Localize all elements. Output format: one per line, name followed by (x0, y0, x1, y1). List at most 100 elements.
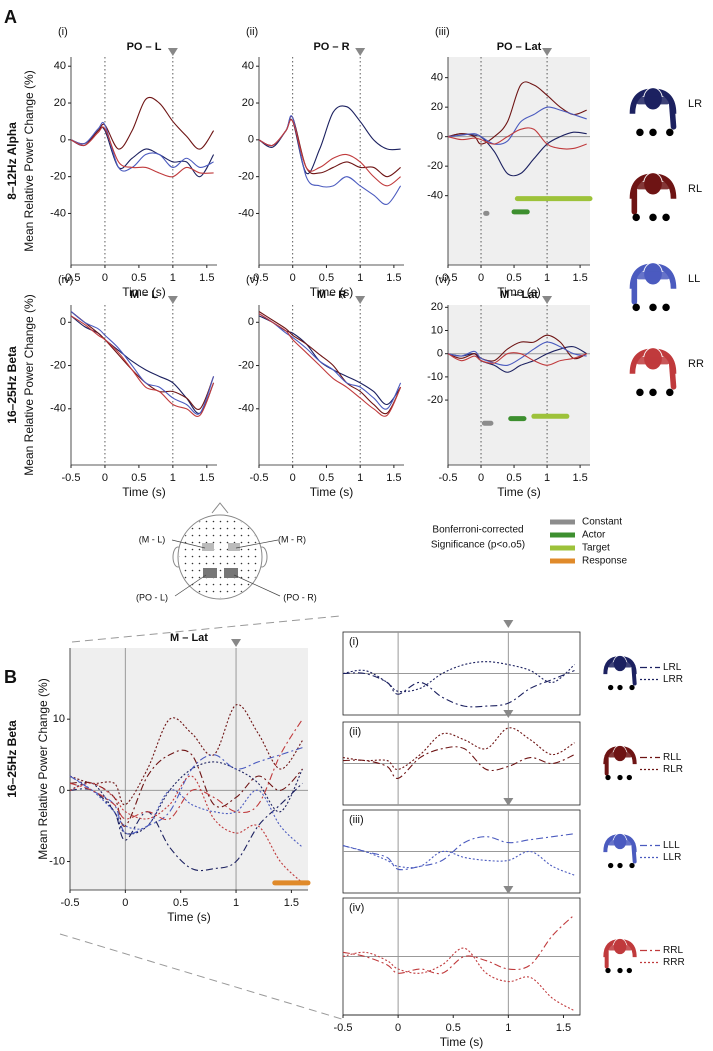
panel-label: (iii) (435, 26, 450, 38)
y-tick-label: 20 (54, 97, 66, 109)
x-axis-label: Time (s) (122, 485, 166, 499)
panel-label: (iv) (349, 902, 364, 914)
panel-title: M – L (130, 289, 158, 301)
legend-label: LRL (663, 662, 682, 673)
y-tick-label: 0 (437, 131, 443, 143)
y-axis-label: Mean Relative Power Change (%) (22, 70, 36, 251)
y-tick-label: 40 (242, 60, 254, 72)
row-label: 16–25Hz Beta (5, 346, 19, 424)
legend-label: RRL (663, 945, 683, 956)
y-tick-label: 0 (248, 316, 254, 328)
y-tick-label: -10 (427, 371, 443, 383)
legend-icon (632, 263, 673, 312)
significance-legend-title: Bonferroni-corrected (432, 525, 523, 536)
x-tick-label: 0 (290, 272, 296, 284)
event-marker (503, 798, 514, 806)
x-tick-label: -0.5 (250, 272, 269, 284)
panel-title: M – Lat (170, 632, 208, 644)
x-tick-label: 0 (290, 472, 296, 484)
row-label: 16–25Hz Beta (5, 720, 19, 798)
panel: 40 20 0 -20 -40 -0.5 0 0.5 1 1.5 Time (s) (i) PO – L… (4, 7, 217, 299)
x-tick-label: 0.5 (446, 1022, 461, 1034)
panel-label: (ii) (246, 26, 258, 38)
x-tick-label: 1 (357, 272, 363, 284)
x-tick-label: 0.5 (173, 897, 188, 909)
y-tick-label: -20 (238, 359, 254, 371)
series-line (258, 313, 402, 410)
x-tick-label: 0.5 (131, 272, 146, 284)
series-line (69, 718, 303, 821)
y-tick-label: -20 (427, 394, 443, 406)
y-tick-label: -40 (238, 207, 254, 219)
x-tick-label: 0 (122, 897, 128, 909)
x-tick-label: -0.5 (62, 472, 81, 484)
y-tick-label: 40 (431, 72, 443, 84)
x-tick-label: 0.5 (319, 472, 334, 484)
y-tick-label: 0 (437, 348, 443, 360)
section-label: A (4, 7, 17, 27)
legend-label: Response (582, 556, 627, 567)
event-marker (503, 886, 514, 894)
x-axis-label: Time (s) (440, 1035, 484, 1049)
panel: (i) (342, 620, 581, 716)
event-marker (503, 710, 514, 718)
y-tick-label: 40 (54, 60, 66, 72)
series-line (69, 704, 303, 806)
legend-label: Actor (582, 530, 606, 541)
event-marker (355, 48, 366, 56)
x-tick-label: 0 (395, 1022, 401, 1034)
x-tick-label: 0.5 (131, 472, 146, 484)
plot-background (70, 648, 308, 890)
x-tick-label: 1 (544, 272, 550, 284)
series-line (342, 914, 575, 975)
x-tick-label: -0.5 (334, 1022, 353, 1034)
panel-label: (v) (246, 274, 259, 286)
series-line (258, 115, 401, 178)
panel-label: (iii) (349, 814, 364, 826)
series-line (258, 311, 402, 415)
x-tick-label: 1.5 (556, 1022, 571, 1034)
y-tick-label: 20 (242, 97, 254, 109)
panel: -0.5 0 0.5 1 1.5 Time (s) (iv) (334, 886, 581, 1049)
legend-label: LRR (663, 674, 683, 685)
panel: (iii) (342, 798, 581, 894)
x-tick-label: 0.5 (506, 472, 521, 484)
panel: 0 -20 -40 -0.5 0 0.5 1 1.5 Time (s) (iv) M – L Mean… (5, 274, 217, 499)
x-tick-label: 0.5 (319, 272, 334, 284)
series-line (447, 352, 587, 366)
head-map-label: (M - L) (139, 534, 166, 544)
event-marker (355, 296, 366, 304)
panel-label: (vi) (435, 274, 450, 286)
y-axis-label: Mean Relative Power Change (%) (36, 678, 50, 859)
legend-label: LL (688, 273, 700, 285)
head-map: (M - L) (M - R) (PO - L) (PO - R) (136, 502, 317, 602)
y-tick-label: -10 (49, 855, 65, 867)
event-marker (167, 48, 178, 56)
series-line (447, 334, 587, 362)
x-tick-label: 1.5 (199, 272, 214, 284)
series-line (69, 775, 303, 848)
head-map-label: (PO - L) (136, 592, 168, 602)
series-line (342, 833, 575, 871)
panel: (ii) (342, 710, 581, 806)
panel-title: M – R (317, 289, 346, 301)
legend-label: Target (582, 543, 610, 554)
series-line (447, 106, 587, 145)
section-label: B (4, 667, 17, 687)
legend-label: RLR (663, 764, 683, 775)
legend-icon (632, 88, 673, 137)
panel-title: PO – R (313, 41, 349, 53)
panel: 10 0 -10 -0.5 0 0.5 1 1.5 Time (s) M – Lat Mean Re… (4, 632, 311, 924)
x-axis-label: Time (s) (310, 485, 354, 499)
panel-title: M – Lat (500, 289, 538, 301)
series-line (69, 761, 303, 835)
panel-label: (iv) (58, 274, 73, 286)
x-tick-label: 1 (170, 472, 176, 484)
y-tick-label: 0 (60, 134, 66, 146)
legend-label: LLR (663, 852, 681, 863)
series-line (258, 105, 401, 175)
x-tick-label: -0.5 (62, 272, 81, 284)
series-line (342, 661, 575, 693)
series-line (342, 845, 575, 876)
